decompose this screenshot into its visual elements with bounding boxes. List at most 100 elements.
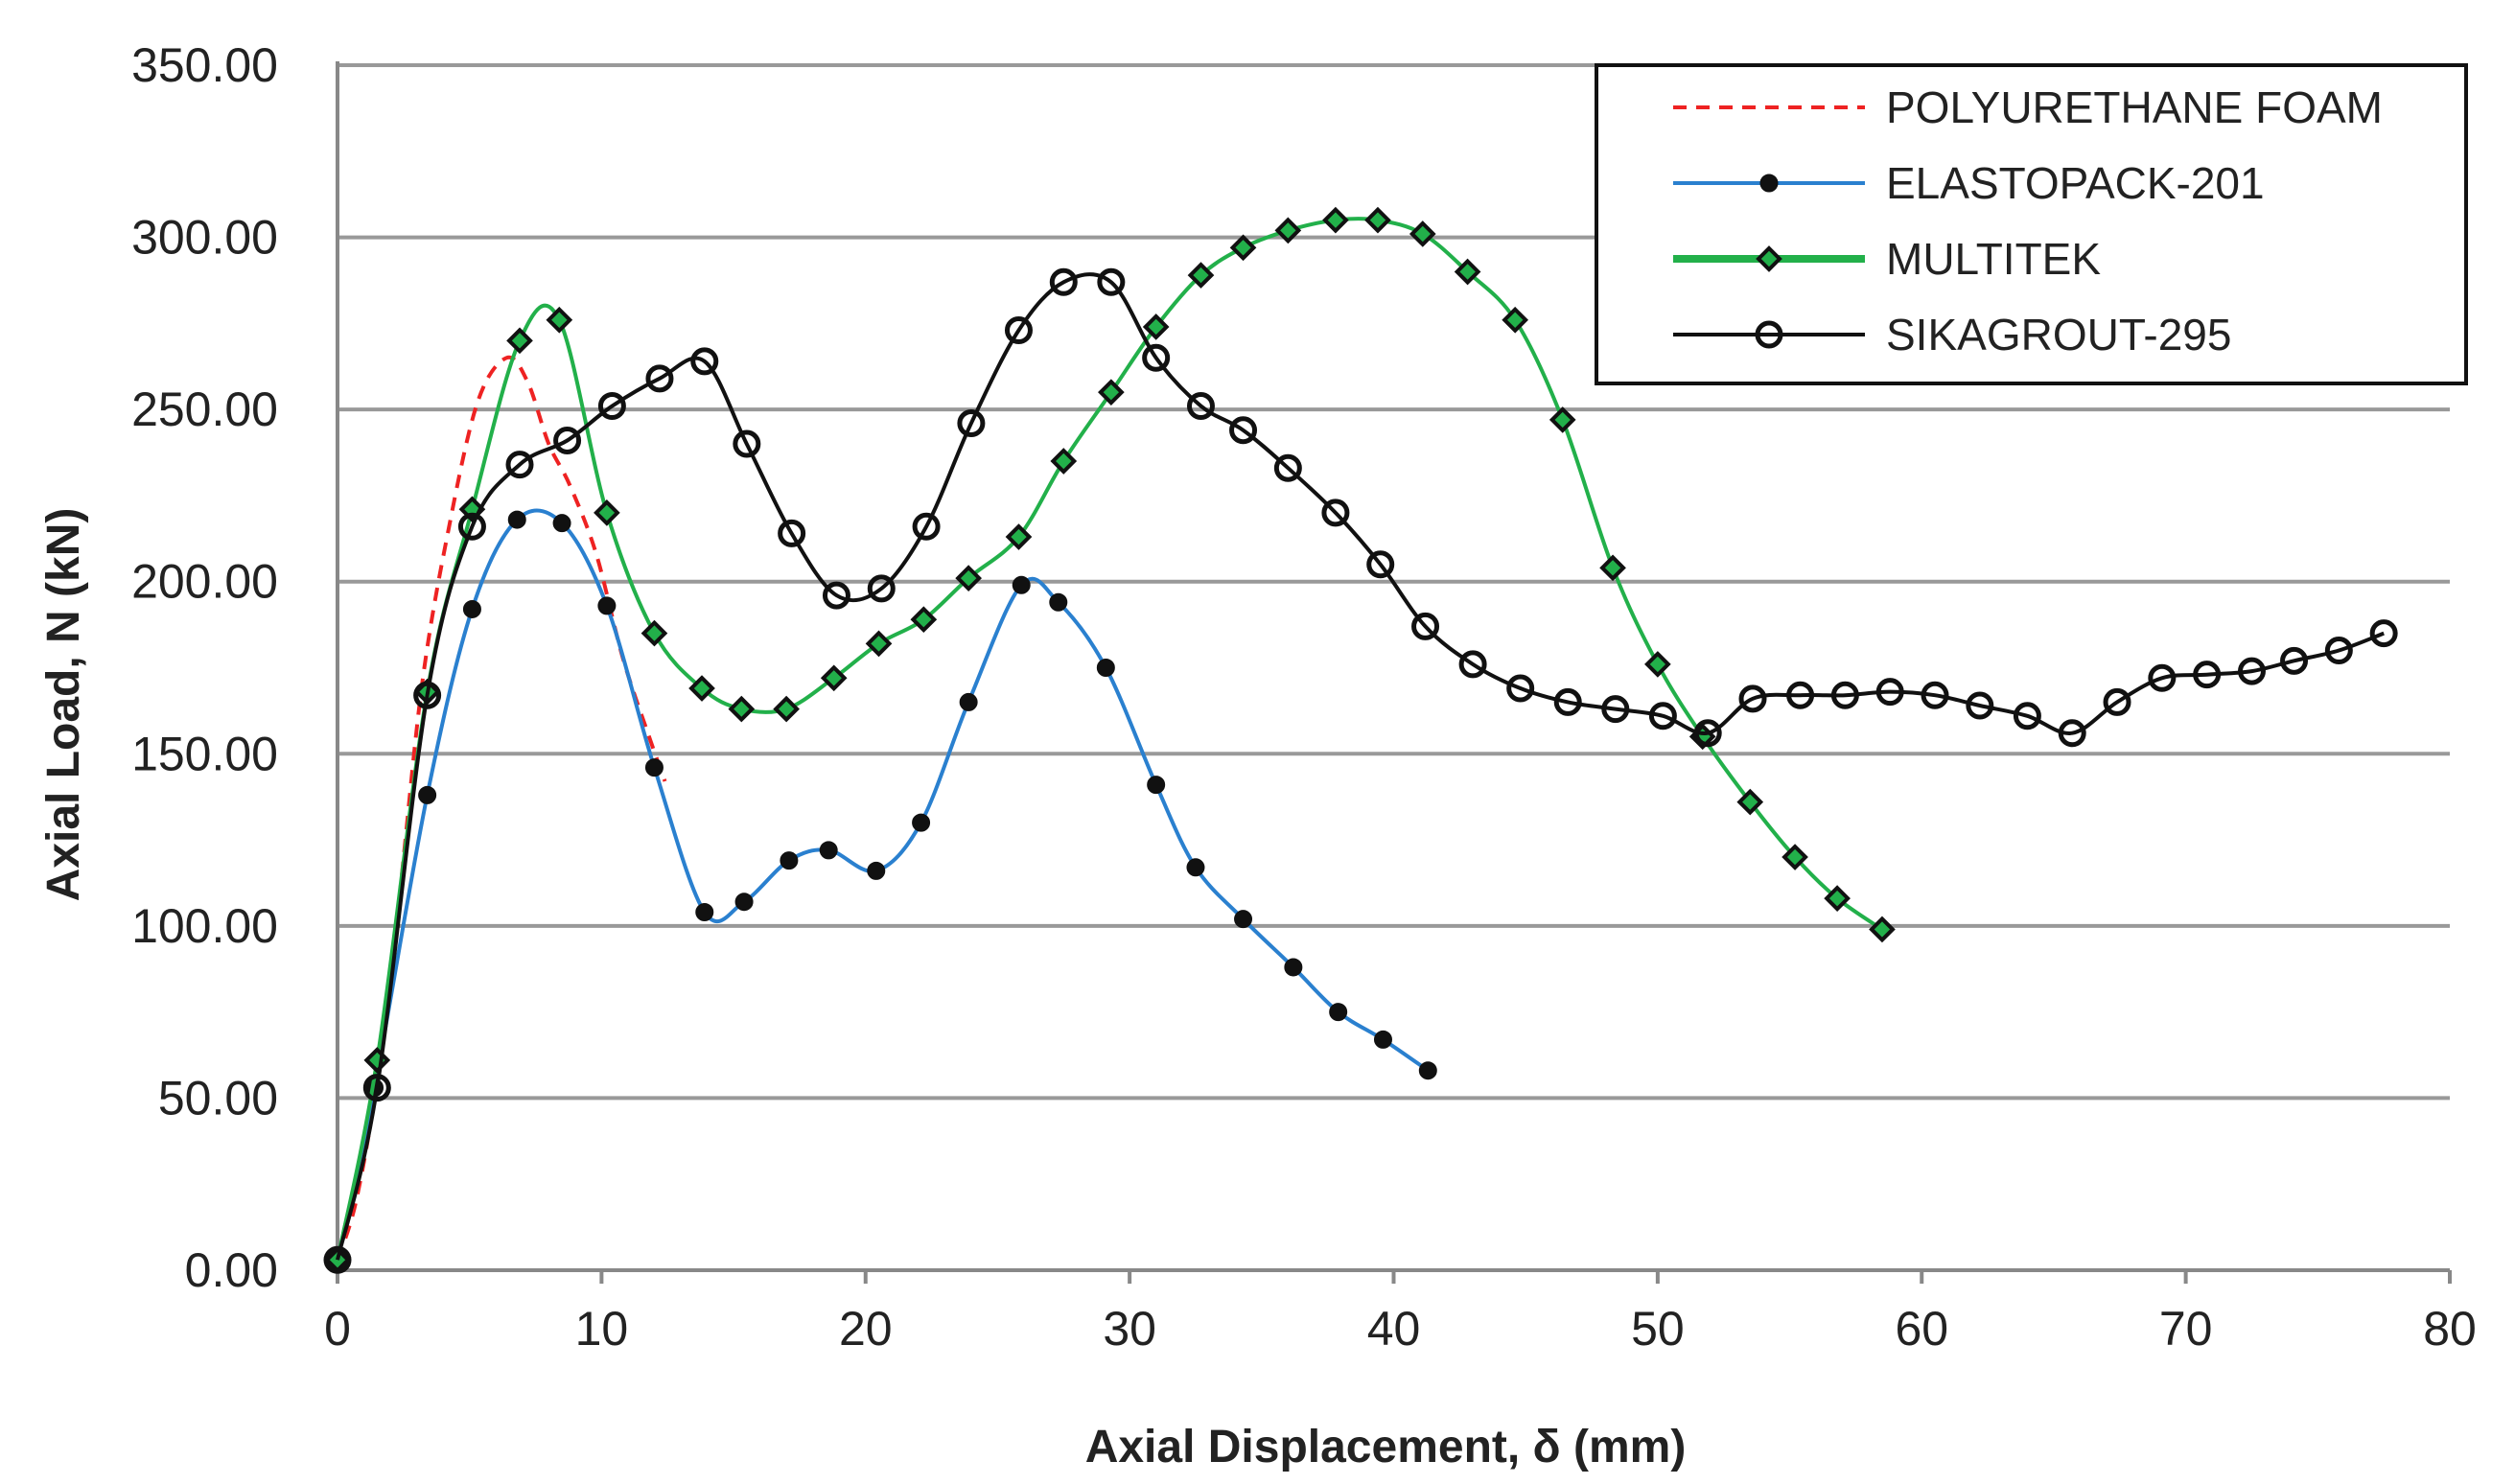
legend-label: POLYURETHANE FOAM: [1886, 82, 2383, 132]
data-point: [695, 902, 714, 921]
data-point: [690, 347, 719, 376]
data-point: [1329, 1003, 1348, 1022]
legend-label: SIKAGROUT-295: [1886, 310, 2231, 359]
data-point: [1736, 788, 1764, 816]
legend-swatch-marker: [1756, 245, 1782, 272]
data-point: [1693, 719, 1722, 748]
data-point: [773, 695, 800, 723]
data-point: [778, 519, 806, 547]
y-tick-label: 0.00: [185, 1243, 278, 1297]
data-point: [1738, 684, 1767, 713]
data-point: [1601, 695, 1630, 724]
x-tick-label: 40: [1367, 1302, 1421, 1356]
y-tick-label: 250.00: [131, 383, 278, 436]
legend-item: POLYURETHANE FOAM: [1673, 82, 2383, 132]
y-tick-label: 300.00: [131, 211, 278, 265]
data-point: [1142, 343, 1171, 372]
data-point: [1644, 651, 1671, 678]
y-tick-label: 150.00: [131, 727, 278, 780]
series-line: [336, 272, 2385, 1261]
x-tick-label: 60: [1895, 1302, 1948, 1356]
data-point: [1274, 217, 1302, 244]
series-line: [336, 508, 1430, 1261]
data-point: [1049, 267, 1078, 296]
data-point: [1458, 650, 1487, 679]
data-point: [1648, 702, 1677, 730]
data-point: [1781, 844, 1808, 870]
data-point: [1786, 681, 1815, 709]
data-point: [462, 599, 481, 618]
data-point: [1273, 453, 1302, 482]
data-point: [820, 664, 848, 692]
data-point: [505, 451, 534, 479]
data-point: [734, 893, 754, 912]
x-tick-label: 70: [2159, 1302, 2213, 1356]
data-point: [1186, 392, 1215, 421]
data-point: [1373, 1030, 1392, 1049]
y-tick-label: 50.00: [158, 1071, 278, 1125]
data-point: [1186, 858, 1205, 877]
series-sikagrout-295: [323, 267, 2398, 1274]
data-point: [1869, 916, 1896, 943]
data-point: [1506, 674, 1535, 703]
data-point: [644, 758, 664, 777]
data-point: [1549, 406, 1576, 433]
data-point: [2280, 646, 2309, 675]
grid-lines: [338, 63, 2450, 1101]
data-point: [1321, 499, 1350, 527]
axes: [336, 61, 2452, 1284]
data-point: [457, 512, 486, 541]
data-point: [413, 681, 442, 709]
data-point: [506, 327, 533, 355]
data-point: [1502, 306, 1529, 334]
data-point: [959, 692, 978, 711]
y-tick-label: 200.00: [131, 555, 278, 609]
y-axis-title: Axial Load, N (kN): [38, 508, 89, 902]
data-point: [728, 695, 756, 723]
data-point: [1599, 554, 1626, 582]
legend-box: [1595, 63, 2468, 385]
legend-item: ELASTOPACK-201: [1673, 158, 2265, 208]
data-point: [2148, 663, 2177, 692]
data-point: [597, 392, 626, 421]
data-point: [867, 574, 896, 603]
legend-label: ELASTOPACK-201: [1886, 158, 2265, 208]
data-point: [1284, 958, 1303, 977]
data-point: [1411, 612, 1440, 640]
y-tick-label: 350.00: [131, 38, 278, 92]
data-point: [1229, 416, 1258, 445]
data-point: [546, 306, 573, 334]
series-layer: [323, 206, 2398, 1274]
data-point: [597, 596, 617, 615]
data-point: [1005, 523, 1033, 550]
y-tick-labels: 0.00 50.00 100.00 150.00 200.00 250.00 300.00 3…: [131, 38, 278, 1297]
data-point: [822, 581, 850, 610]
data-point: [1142, 313, 1170, 340]
legend-item: MULTITEK: [1673, 234, 2101, 284]
y-tick-label: 100.00: [131, 899, 278, 953]
legend-swatch-marker: [1759, 174, 1779, 193]
data-point: [1824, 885, 1851, 912]
data-point: [2237, 657, 2266, 685]
legend-swatch-marker: [1755, 320, 1783, 349]
data-point: [733, 429, 761, 458]
data-point: [418, 785, 437, 804]
x-tick-labels: 0 10 20 30 40 50 60 70 80: [324, 1302, 2477, 1356]
data-point: [955, 565, 982, 591]
data-point: [1921, 681, 1949, 709]
data-point: [363, 1047, 391, 1074]
data-point: [2103, 687, 2131, 716]
data-point: [912, 813, 931, 832]
data-point: [1096, 659, 1115, 677]
data-point: [865, 630, 893, 658]
data-point: [594, 499, 620, 526]
legend-item: SIKAGROUT-295: [1673, 310, 2231, 359]
x-tick-label: 30: [1103, 1302, 1156, 1356]
data-point: [2324, 637, 2353, 665]
data-point: [912, 512, 941, 541]
x-tick-label: 80: [2423, 1302, 2477, 1356]
data-point: [1098, 379, 1125, 406]
series-line: [336, 355, 667, 1261]
